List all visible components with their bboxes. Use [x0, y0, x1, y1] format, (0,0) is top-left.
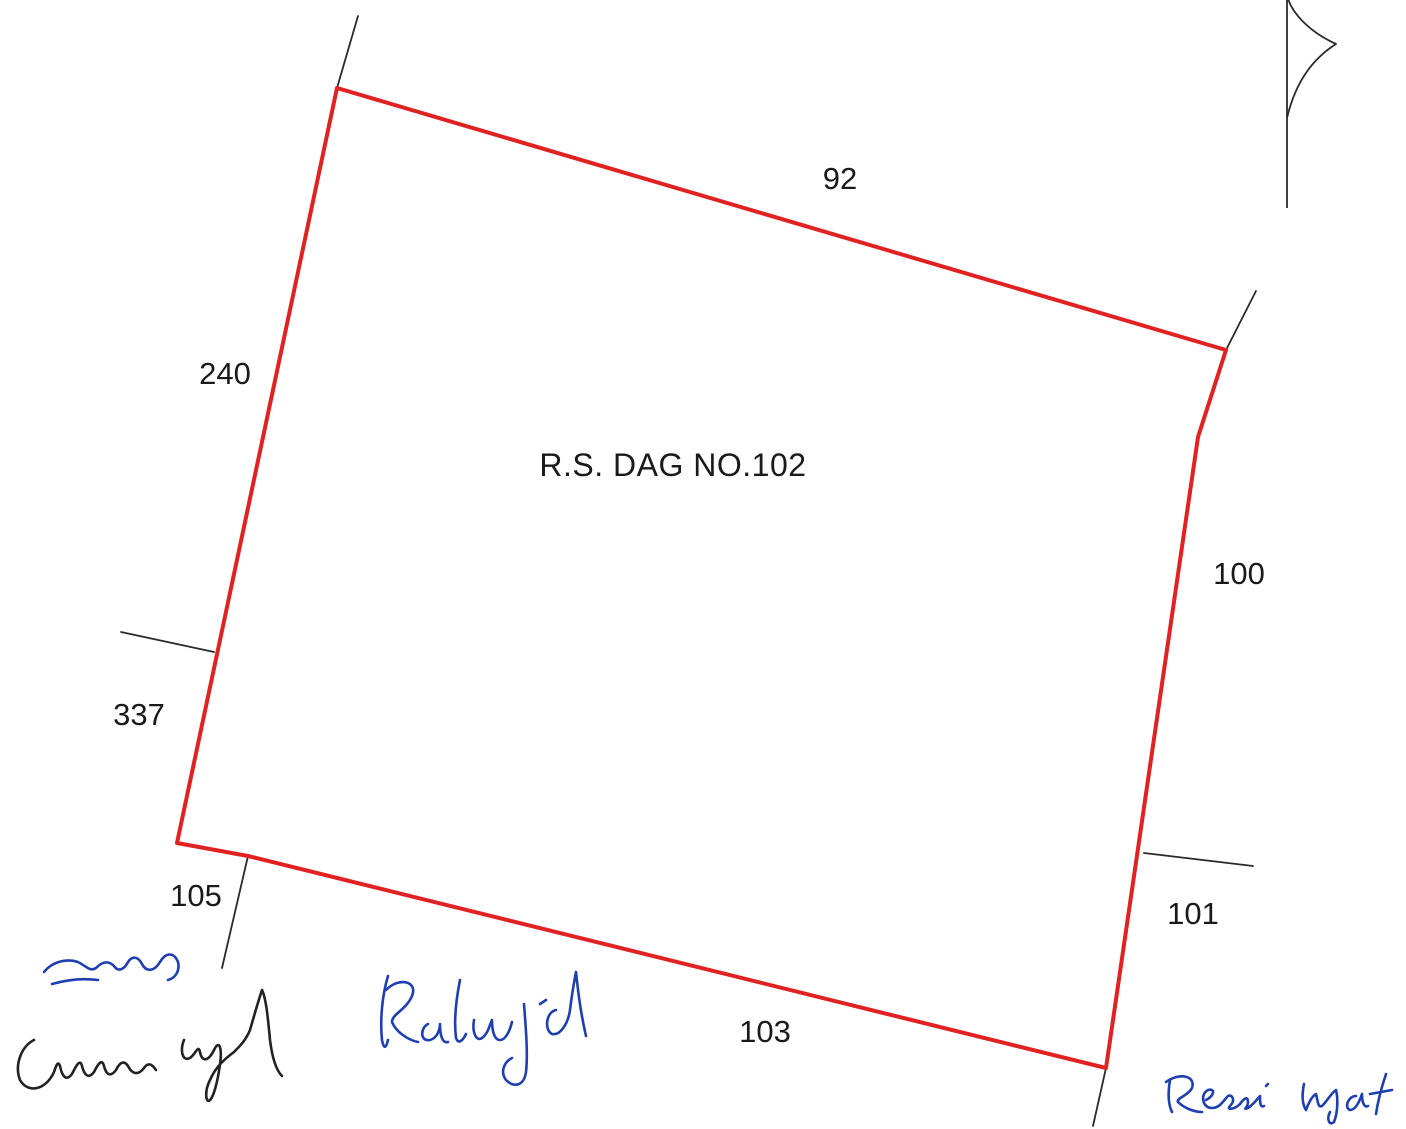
- signature-rahul: [379, 970, 588, 1086]
- adjacent-plot-number: 92: [823, 161, 857, 196]
- signature-initials: [42, 953, 180, 986]
- adjoin-line-top-left: [336, 15, 359, 89]
- adjacent-plot-number: 103: [739, 1014, 791, 1049]
- adjoin-line-bottom-left: [221, 855, 249, 969]
- adjacent-plot-number: 240: [199, 356, 251, 391]
- adjacent-plot-number: 105: [170, 878, 222, 913]
- adjacent-plot-number: 101: [1167, 896, 1219, 931]
- signature-umar-uzzal: [16, 988, 284, 1103]
- signature-resmi: [1164, 1072, 1394, 1125]
- plot-label: R.S. DAG NO.102: [539, 447, 806, 483]
- adjacent-plot-number: 100: [1213, 556, 1265, 591]
- adjoin-line-top-right: [1225, 290, 1257, 351]
- north-arrow-icon: [1286, 0, 1337, 208]
- plot-boundary: [175, 86, 1228, 1070]
- adjoin-line-right: [1143, 852, 1254, 867]
- adjoin-line-left: [120, 631, 215, 653]
- adjacent-plot-number: 337: [113, 697, 165, 732]
- adjoin-line-bottom-right: [1092, 1067, 1107, 1127]
